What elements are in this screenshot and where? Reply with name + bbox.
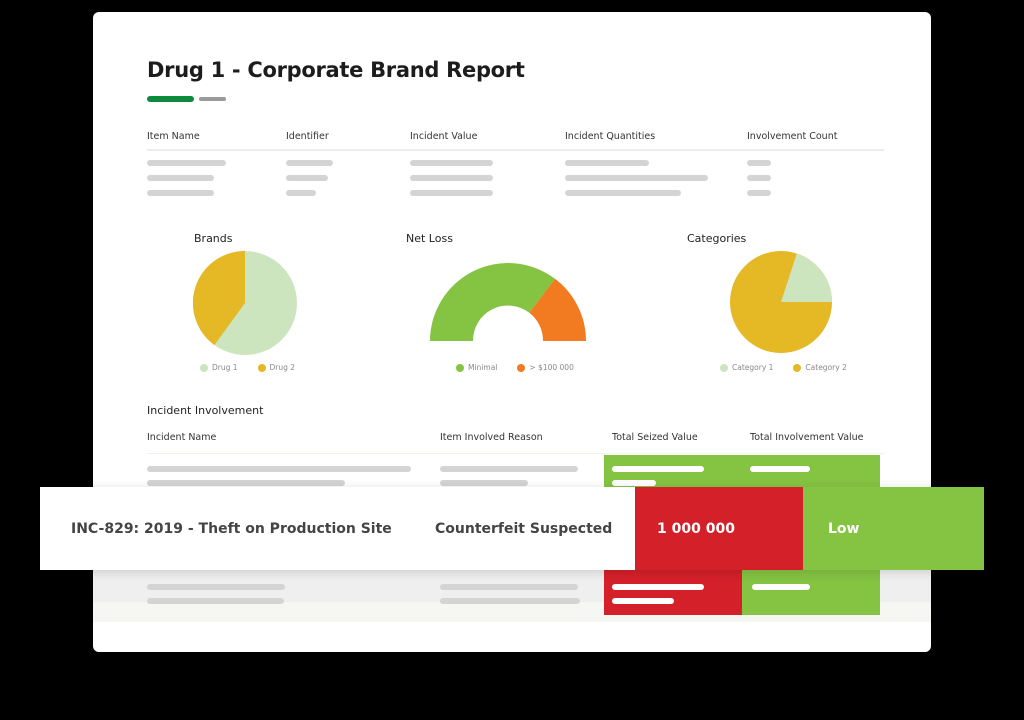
skeleton-cell bbox=[747, 175, 771, 181]
skeleton-cell bbox=[565, 190, 681, 196]
skeleton-cell bbox=[747, 160, 771, 166]
skeleton-cell bbox=[147, 480, 345, 486]
legend-label: > $100 000 bbox=[529, 363, 574, 372]
skeleton-cell bbox=[440, 480, 528, 486]
item-involved-reason: Counterfeit Suspected bbox=[435, 520, 613, 537]
legend-dot-icon bbox=[517, 363, 526, 372]
skeleton-cell bbox=[286, 190, 316, 196]
skeleton-cell bbox=[147, 466, 411, 472]
col-header-incident-name[interactable]: Incident Name bbox=[147, 432, 217, 443]
categories-chart-title: Categories bbox=[687, 232, 747, 245]
net-loss-gauge-chart bbox=[430, 263, 586, 341]
col-header-identifier[interactable]: Identifier bbox=[286, 131, 329, 142]
skeleton-cell bbox=[750, 466, 810, 472]
tab-indicator-inactive[interactable] bbox=[199, 97, 226, 101]
incident-involvement-title: Incident Involvement bbox=[147, 404, 264, 417]
skeleton-cell bbox=[747, 190, 771, 196]
skeleton-cell bbox=[565, 175, 708, 181]
seized-value-cell bbox=[604, 570, 742, 615]
tab-indicator-active[interactable] bbox=[147, 96, 194, 102]
highlighted-incident-row[interactable]: INC-829: 2019 - Theft on Production Site… bbox=[40, 487, 984, 570]
skeleton-cell bbox=[147, 598, 284, 604]
skeleton-cell bbox=[565, 160, 649, 166]
skeleton-cell bbox=[147, 175, 214, 181]
involvement-value-cell bbox=[742, 570, 880, 615]
col-header-involvement-count[interactable]: Involvement Count bbox=[747, 131, 838, 142]
legend-label: Drug 1 bbox=[212, 363, 238, 372]
col-header-item-name[interactable]: Item Name bbox=[147, 131, 200, 142]
col-header-item-involved-reason[interactable]: Item Involved Reason bbox=[440, 432, 543, 443]
legend-label: Minimal bbox=[468, 363, 498, 372]
brands-chart-title: Brands bbox=[194, 232, 233, 245]
skeleton-cell bbox=[410, 190, 493, 196]
skeleton-cell bbox=[612, 466, 704, 472]
skeleton-cell bbox=[612, 598, 674, 604]
legend-dot-icon bbox=[257, 363, 266, 372]
categories-pie-chart bbox=[730, 251, 832, 353]
skeleton-cell bbox=[147, 160, 226, 166]
skeleton-cell bbox=[612, 584, 704, 590]
col-header-incident-quantities[interactable]: Incident Quantities bbox=[565, 131, 656, 142]
legend-dot-icon bbox=[793, 363, 802, 372]
legend-dot-icon bbox=[456, 363, 464, 372]
categories-legend: Category 1 Category 2 bbox=[720, 363, 847, 372]
skeleton-cell bbox=[440, 598, 580, 604]
skeleton-cell bbox=[147, 190, 214, 196]
col-header-total-involvement-value[interactable]: Total Involvement Value bbox=[750, 432, 864, 443]
legend-label: Category 2 bbox=[805, 363, 847, 372]
skeleton-cell bbox=[440, 584, 578, 590]
total-involvement-value-cell: Low bbox=[803, 487, 984, 570]
legend-dot-icon bbox=[720, 363, 728, 372]
col-header-incident-value[interactable]: Incident Value bbox=[410, 131, 478, 142]
skeleton-cell bbox=[612, 480, 656, 486]
col-header-total-seized-value[interactable]: Total Seized Value bbox=[612, 432, 698, 443]
skeleton-cell bbox=[286, 175, 328, 181]
total-seized-value-cell: 1 000 000 bbox=[635, 487, 803, 570]
divider bbox=[147, 149, 884, 151]
skeleton-cell bbox=[410, 160, 493, 166]
net-loss-legend: Minimal > $100 000 bbox=[456, 363, 574, 372]
brands-pie-chart bbox=[192, 250, 297, 355]
skeleton-cell bbox=[147, 584, 285, 590]
skeleton-cell bbox=[286, 160, 333, 166]
legend-dot-icon bbox=[200, 363, 208, 372]
skeleton-cell bbox=[440, 466, 578, 472]
legend-label: Category 1 bbox=[732, 363, 774, 372]
legend-label: Drug 2 bbox=[269, 363, 296, 372]
brands-legend: Drug 1 Drug 2 bbox=[200, 363, 295, 372]
net-loss-chart-title: Net Loss bbox=[406, 232, 453, 245]
skeleton-cell bbox=[410, 175, 493, 181]
divider bbox=[147, 453, 884, 454]
total-seized-value: 1 000 000 bbox=[657, 520, 735, 537]
page-title: Drug 1 - Corporate Brand Report bbox=[147, 58, 525, 82]
incident-name: INC-829: 2019 - Theft on Production Site bbox=[71, 520, 392, 537]
total-involvement-value: Low bbox=[828, 520, 860, 537]
skeleton-cell bbox=[752, 584, 810, 590]
